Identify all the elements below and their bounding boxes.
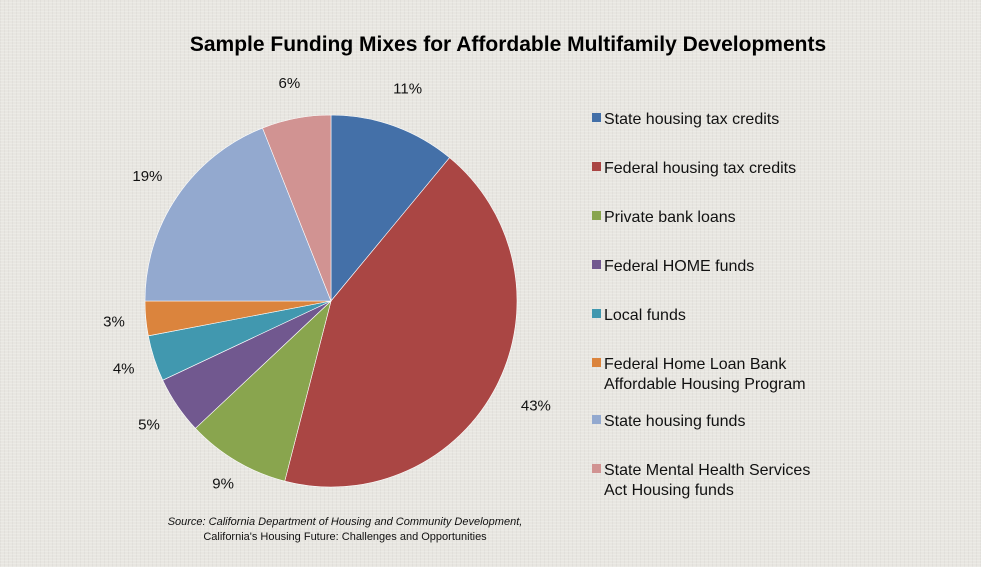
legend-label: Private bank loans <box>604 209 736 226</box>
legend-label: Federal housing tax credits <box>604 160 797 177</box>
pie-slice <box>284 157 518 488</box>
pie-slice <box>262 114 332 302</box>
source-line-2: California's Housing Future: Challenges … <box>203 531 487 543</box>
legend-swatch <box>592 260 601 269</box>
slice-percent-label: 43% <box>521 397 551 414</box>
pie-slice <box>144 127 332 302</box>
legend-swatch <box>592 415 601 424</box>
legend-label: Federal HOME funds <box>604 258 755 275</box>
slice-percent-label: 9% <box>212 476 234 493</box>
slice-percent-label: 19% <box>132 168 162 185</box>
slice-percent-label: 11% <box>393 80 422 97</box>
legend-swatch <box>592 464 601 473</box>
source-line-1: Source: California Department of Housing… <box>167 516 523 528</box>
legend-label: Local funds <box>604 307 686 324</box>
slice-percent-label: 4% <box>113 360 135 377</box>
legend-label: State housing tax credits <box>604 111 780 128</box>
legend-swatch <box>592 211 601 220</box>
slice-percent-label: 6% <box>279 75 301 92</box>
legend-label: Federal Home Loan Bank Affordable Housin… <box>604 356 806 393</box>
pie-slice <box>194 300 332 482</box>
legend-label: State housing funds <box>604 413 746 430</box>
legend-label: State Mental Health Services Act Housing… <box>604 462 811 499</box>
slice-percent-label: 3% <box>103 314 125 331</box>
source-note: Source: California Department of Housing… <box>0 515 690 545</box>
chart-title: Sample Funding Mixes for Affordable Mult… <box>189 33 827 56</box>
legend-swatch <box>592 358 601 367</box>
pie-slice <box>330 114 450 302</box>
legend-swatch <box>592 113 601 122</box>
legend-swatch <box>592 309 601 318</box>
slice-percent-label: 5% <box>138 417 160 434</box>
legend-swatch <box>592 162 601 171</box>
